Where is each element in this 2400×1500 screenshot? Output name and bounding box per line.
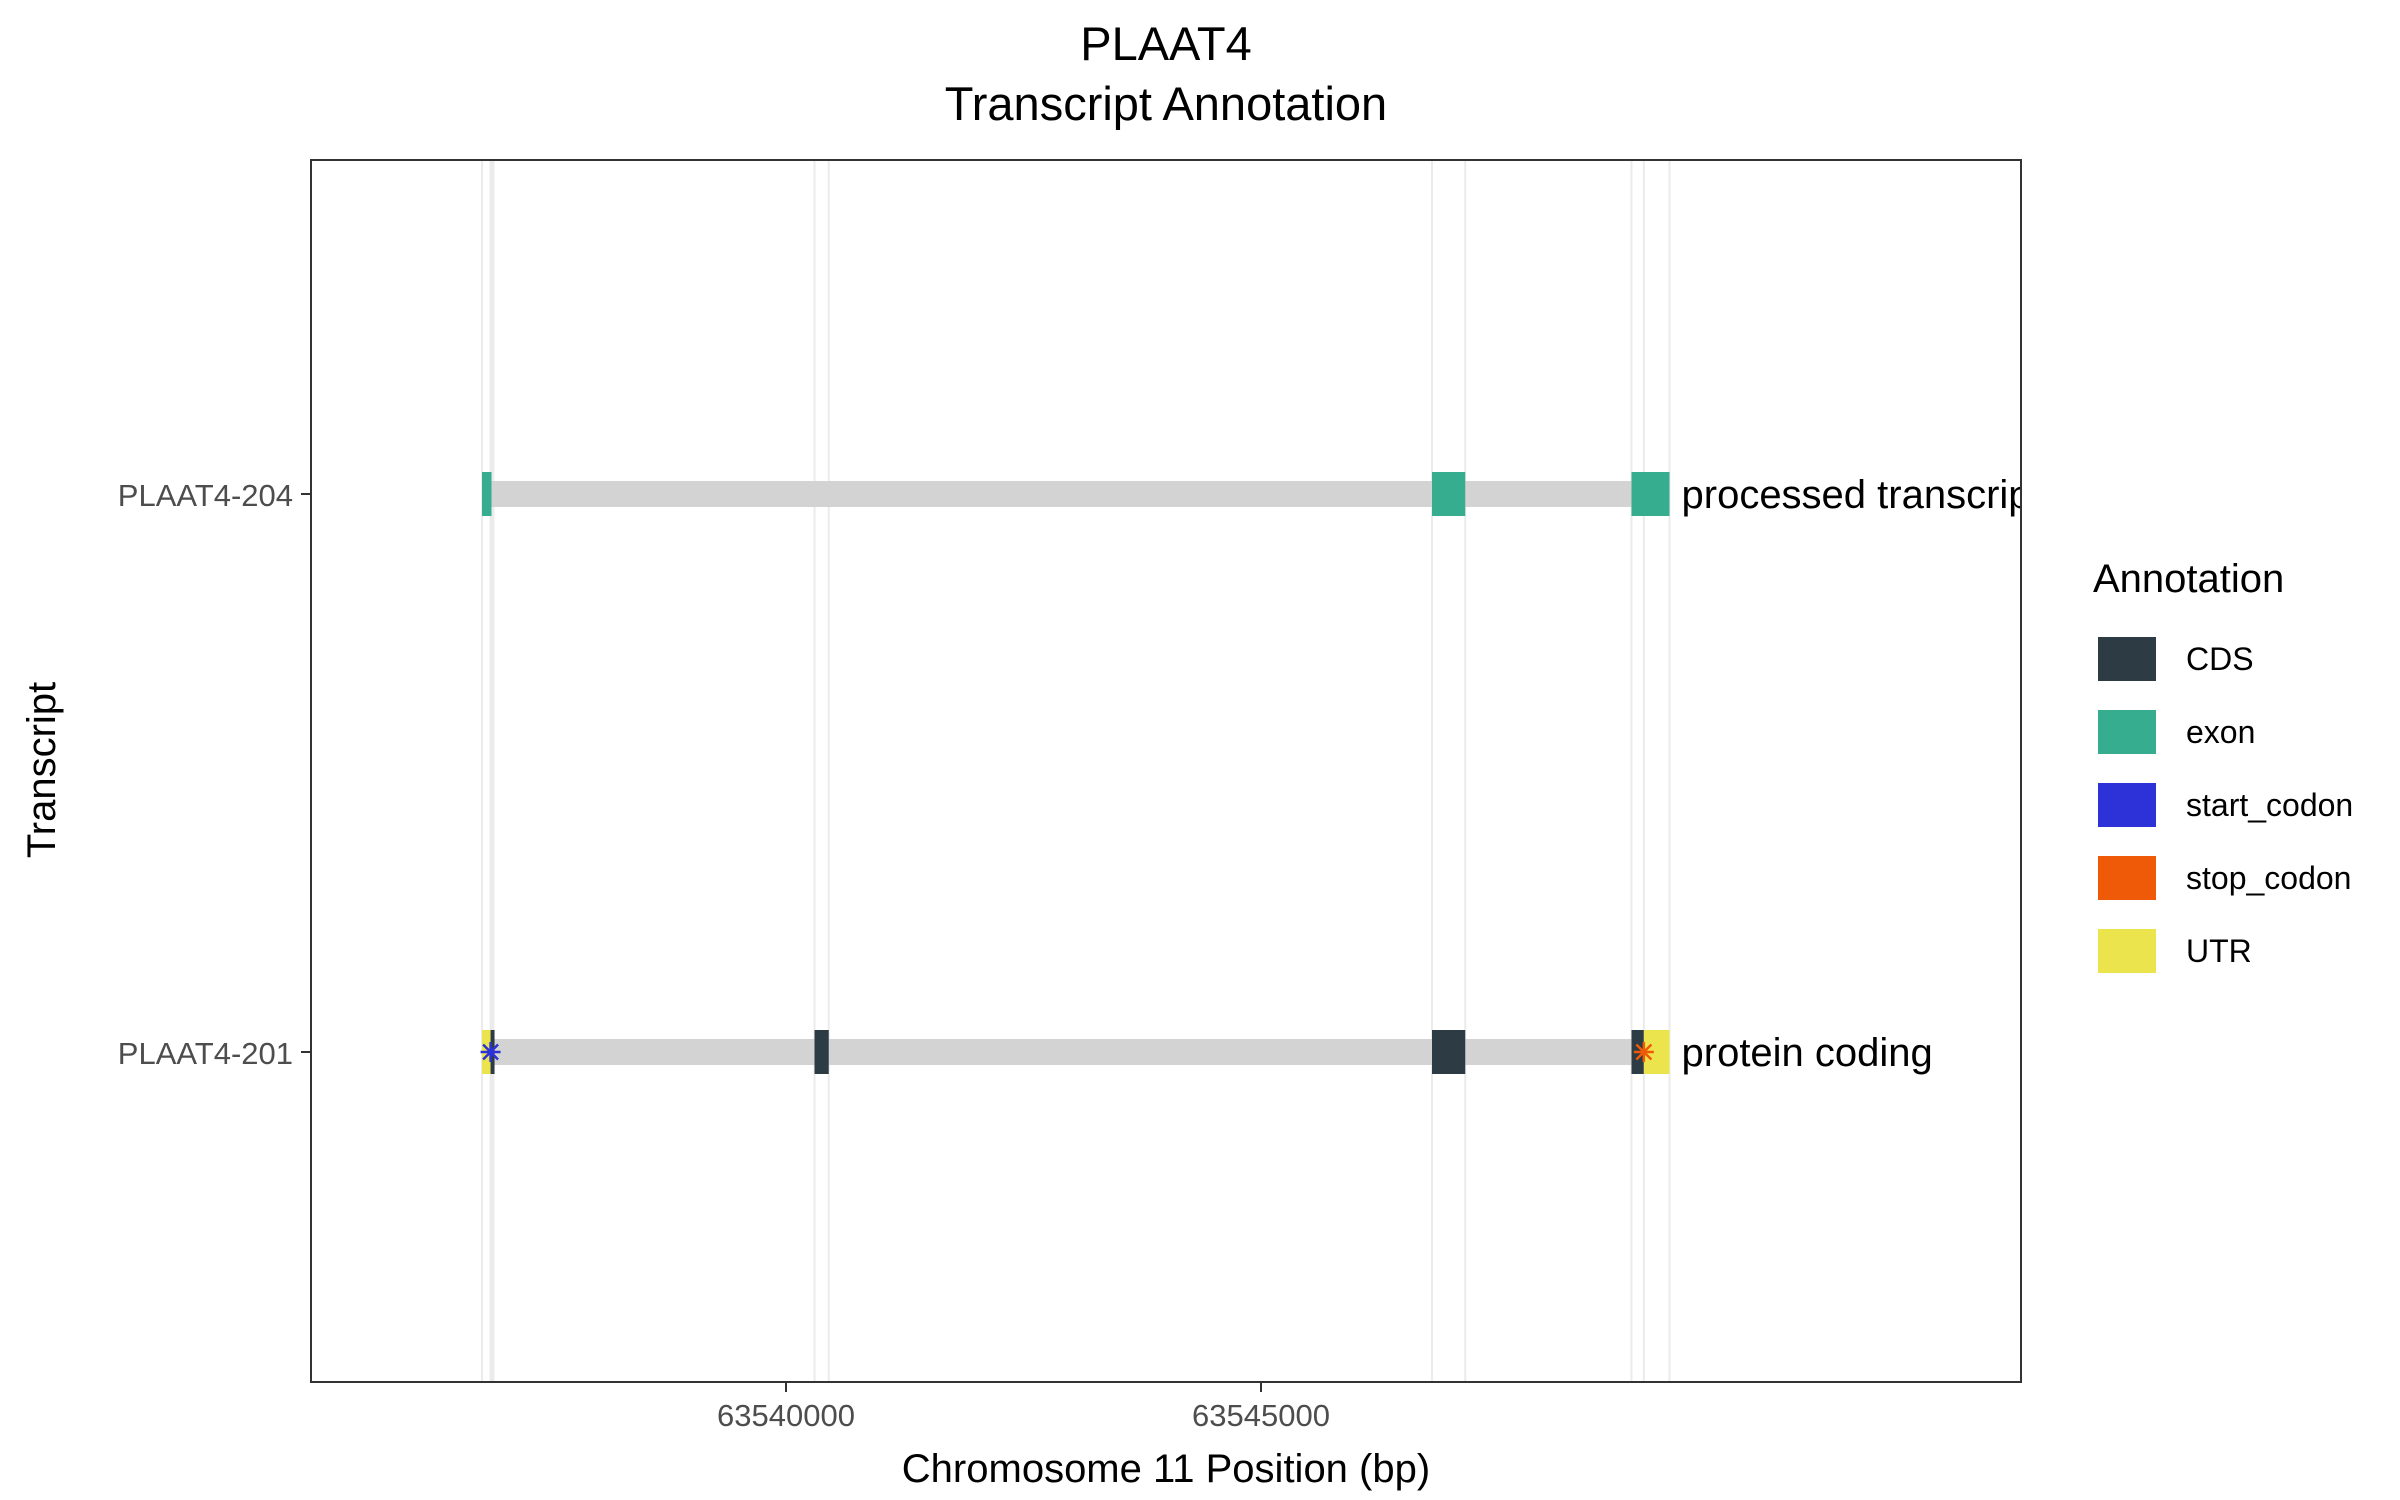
x-tick-label: 63540000: [717, 1398, 855, 1433]
axes: PLAAT4-204 PLAAT4-201 63540000 63545000: [118, 478, 1330, 1433]
stop-codon-marker: [1633, 1042, 1654, 1062]
gridlines: [481, 160, 1671, 1382]
exon-block: [482, 472, 492, 516]
transcript-tracks: processed transcript protein coding: [480, 472, 2042, 1075]
legend-swatch: [2098, 856, 2156, 900]
biotype-label: protein coding: [1682, 1031, 1933, 1075]
legend-swatch: [2098, 783, 2156, 827]
intron-line: [482, 1039, 1670, 1065]
plot-panel-border: [310, 159, 2022, 1383]
legend-label: exon: [2186, 714, 2255, 750]
legend-label: stop_codon: [2186, 860, 2351, 896]
x-tick-label: 63545000: [1192, 1398, 1330, 1433]
cds-block: [1432, 1030, 1466, 1074]
legend-label: CDS: [2186, 641, 2254, 677]
exon-block: [1432, 472, 1466, 516]
legend-swatch: [2098, 929, 2156, 973]
legend-label: UTR: [2186, 933, 2252, 969]
intron-line: [482, 481, 1670, 507]
legend-swatch: [2098, 710, 2156, 754]
x-axis-label: Chromosome 11 Position (bp): [902, 1447, 1430, 1491]
biotype-label: processed transcript: [1682, 473, 2042, 517]
y-tick-label: PLAAT4-201: [118, 1036, 293, 1071]
chart-title: PLAAT4: [1080, 17, 1252, 70]
y-axis-label: Transcript: [20, 682, 64, 858]
legend-title: Annotation: [2093, 557, 2284, 601]
start-codon-marker: [480, 1042, 501, 1062]
exon-block: [1631, 472, 1670, 516]
chart-subtitle: Transcript Annotation: [945, 77, 1387, 130]
transcript-track: protein coding: [480, 1030, 1933, 1075]
legend-swatch: [2098, 637, 2156, 681]
transcript-track: processed transcript: [482, 472, 2042, 517]
y-tick-label: PLAAT4-204: [118, 478, 293, 513]
legend-label: start_codon: [2186, 787, 2353, 823]
legend: CDS exon start_codon stop_codon UTR: [2098, 637, 2353, 973]
cds-block: [814, 1030, 829, 1074]
